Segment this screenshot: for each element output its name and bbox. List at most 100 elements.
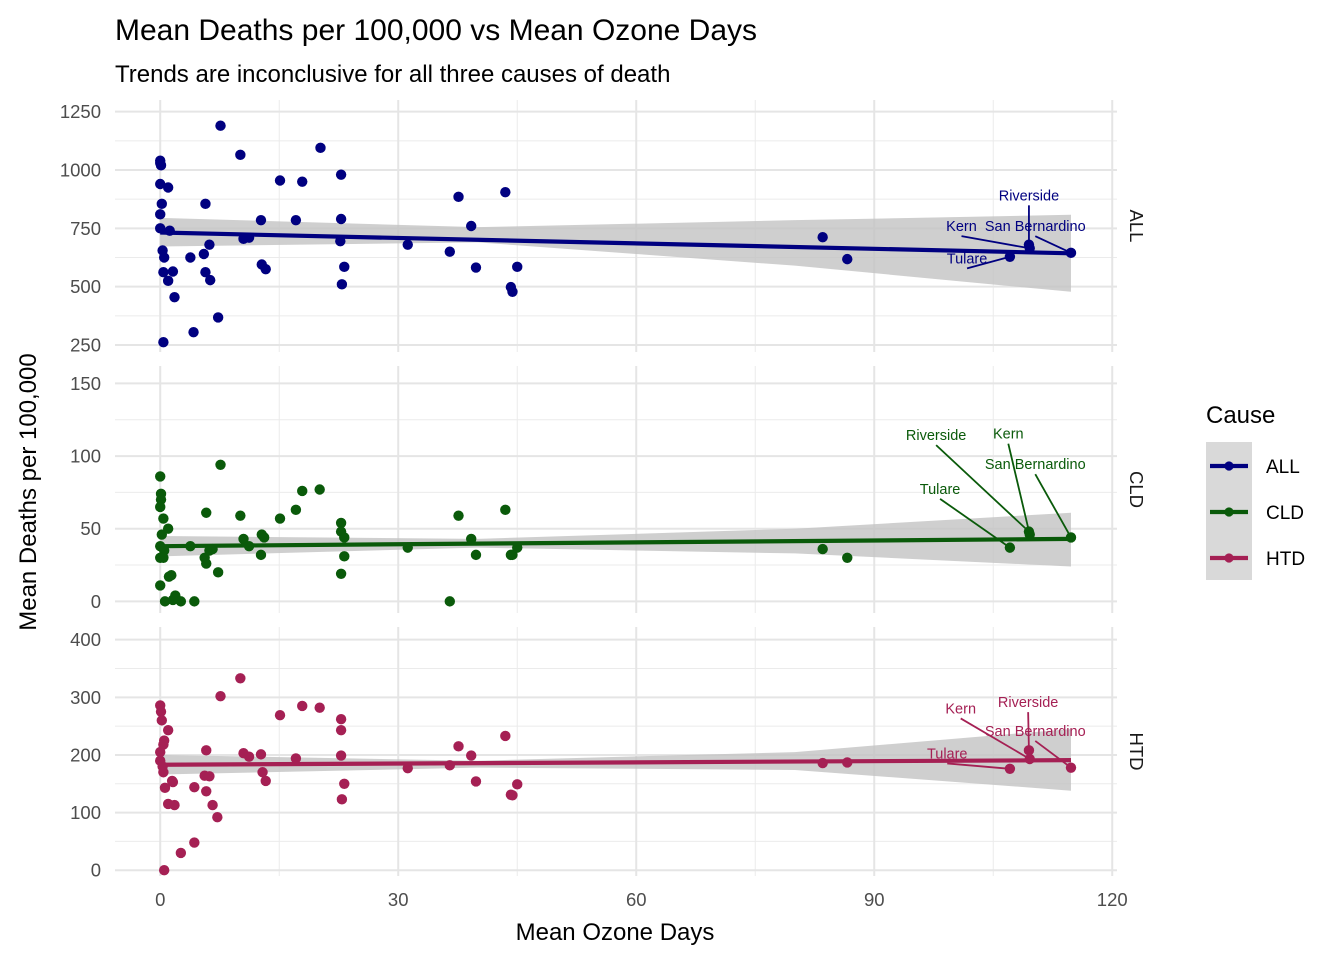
confidence-band (160, 214, 1071, 292)
data-point (156, 715, 168, 726)
data-point (335, 169, 347, 180)
trend-line (160, 230, 1072, 256)
data-point (205, 274, 216, 286)
data-point (453, 510, 464, 521)
annotation-leader-line (947, 762, 1010, 770)
annotation-leader-line (1034, 235, 1072, 254)
data-point (155, 160, 167, 171)
data-point (297, 485, 308, 497)
data-point (255, 214, 267, 226)
data-point (255, 549, 267, 561)
data-point (274, 175, 286, 186)
y-tick-label: 1000 (60, 160, 101, 181)
x-tick-label: 0 (155, 889, 165, 910)
data-point (167, 776, 179, 788)
data-point (189, 596, 200, 607)
data-point (243, 751, 255, 762)
data-point (512, 261, 523, 273)
y-tick-label: 0 (91, 591, 101, 612)
data-point (175, 847, 187, 859)
legend-key-point (1224, 507, 1234, 517)
data-point (215, 120, 226, 131)
data-point (215, 690, 226, 702)
data-point (466, 220, 477, 232)
data-point (470, 549, 482, 561)
data-point (817, 543, 828, 555)
data-point (260, 263, 271, 275)
data-point (297, 176, 308, 187)
data-point (500, 504, 511, 516)
data-point (156, 529, 168, 540)
annotation-leader-line (961, 235, 1030, 250)
confidence-band (160, 512, 1071, 567)
data-point (158, 513, 169, 524)
data-point (507, 286, 518, 297)
y-tick-label: 750 (70, 218, 101, 239)
chart-title: Mean Deaths per 100,000 vs Mean Ozone Da… (115, 14, 757, 47)
y-tick-label: 250 (70, 335, 101, 356)
annotation-leader-line (935, 444, 1030, 533)
data-point (235, 510, 246, 521)
legend-key-point (1224, 461, 1234, 471)
data-point (212, 812, 223, 823)
data-point (155, 501, 166, 513)
annotation-leader-line (1034, 740, 1072, 769)
data-point (500, 186, 511, 198)
data-point (185, 252, 196, 263)
annotation-label: San Bernardino (985, 457, 1086, 473)
data-point (155, 209, 166, 220)
data-point (336, 279, 348, 290)
legend-label: CLD (1266, 503, 1304, 524)
annotation-label: Kern (993, 427, 1024, 443)
data-point (336, 794, 348, 805)
legend-label: HTD (1266, 549, 1305, 570)
data-point (466, 750, 477, 761)
chart-subtitle: Trends are inconclusive for all three ca… (115, 61, 670, 88)
data-point (235, 673, 246, 684)
confidence-band (160, 729, 1071, 791)
y-tick-label: 50 (80, 518, 101, 539)
data-point (238, 533, 249, 545)
y-tick-label: 300 (70, 687, 101, 708)
annotation-label: Kern (945, 701, 976, 717)
data-point (204, 239, 215, 250)
data-point (158, 267, 169, 278)
data-point (466, 533, 477, 545)
y-tick-label: 200 (70, 744, 101, 765)
data-point (200, 198, 211, 210)
legend-key-point (1224, 553, 1234, 563)
data-point (189, 837, 200, 848)
x-axis-title: Mean Ozone Days (516, 919, 715, 946)
data-point (257, 767, 268, 778)
y-tick-label: 400 (70, 629, 101, 650)
data-point (290, 504, 302, 516)
data-point (204, 771, 215, 782)
data-point (162, 724, 174, 736)
y-tick-label: 150 (70, 373, 101, 394)
data-point (235, 149, 246, 161)
data-point (335, 750, 347, 761)
annotation-label: Tulare (947, 251, 988, 267)
data-point (215, 459, 226, 470)
data-point (255, 749, 267, 760)
annotation-leader-line (966, 255, 1011, 270)
data-point (314, 702, 325, 713)
data-point (339, 261, 350, 273)
data-point (335, 724, 347, 736)
legend: Cause ALL CLD HTD (1206, 402, 1305, 580)
data-point (159, 782, 171, 794)
data-point (162, 275, 174, 287)
legend-label: ALL (1266, 457, 1300, 478)
annotation-leader-line (939, 498, 1011, 549)
annotation-label: Tulare (920, 482, 961, 498)
data-point (274, 709, 286, 721)
data-point (201, 507, 212, 518)
data-point (290, 753, 302, 764)
data-point (339, 778, 350, 789)
data-point (167, 266, 179, 277)
y-axis-title: Mean Deaths per 100,000 (15, 353, 42, 631)
data-point (188, 326, 199, 338)
data-point (314, 484, 325, 495)
data-point (201, 786, 212, 797)
